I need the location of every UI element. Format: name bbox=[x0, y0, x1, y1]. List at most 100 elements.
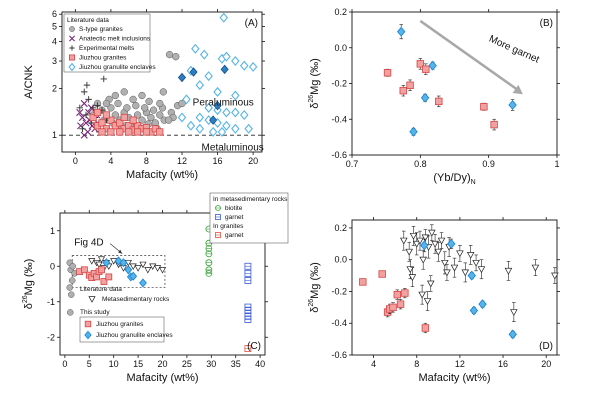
y-tick-label: 0 bbox=[50, 261, 55, 271]
data-point bbox=[76, 108, 84, 117]
data-point bbox=[189, 67, 198, 77]
arrow-shaft bbox=[419, 19, 518, 91]
data-point bbox=[510, 309, 518, 317]
data-point bbox=[551, 272, 559, 280]
y-tick-label: -0.2 bbox=[331, 79, 347, 89]
data-point bbox=[383, 69, 392, 77]
data-point bbox=[208, 126, 218, 137]
data-point bbox=[156, 128, 164, 136]
legend-marker bbox=[69, 45, 75, 51]
data-point bbox=[67, 291, 75, 298]
legend-entry: S-type granites bbox=[79, 26, 123, 33]
y-tick-label: 2 bbox=[52, 83, 57, 93]
data-point bbox=[416, 60, 425, 68]
y-axis-label: δ26Mg (‰) bbox=[308, 262, 321, 313]
x-axis-label: (Yb/Dy)N bbox=[433, 172, 475, 186]
data-point bbox=[421, 324, 430, 332]
data-point bbox=[156, 99, 164, 108]
data-point bbox=[120, 113, 128, 122]
data-point bbox=[129, 263, 137, 270]
data-point bbox=[82, 111, 90, 119]
y-tick-label: -0.2 bbox=[331, 286, 347, 296]
data-point bbox=[239, 109, 249, 120]
data-point bbox=[217, 126, 227, 137]
data-point bbox=[98, 119, 106, 127]
data-point bbox=[81, 266, 88, 274]
legend-marker bbox=[68, 62, 76, 72]
y-axis-label: δ26Mg (‰) bbox=[308, 58, 321, 109]
data-point bbox=[418, 291, 426, 299]
data-point bbox=[124, 265, 133, 275]
legend-title: In metasedimentary rocks bbox=[213, 196, 288, 203]
x-axis-label: Mafacity (wt%) bbox=[418, 372, 490, 384]
data-point bbox=[461, 269, 470, 277]
legend-entry: Jiuzhou granites bbox=[96, 321, 144, 328]
data-point bbox=[107, 128, 115, 136]
data-point bbox=[165, 116, 173, 124]
data-point bbox=[443, 269, 451, 277]
data-point bbox=[231, 56, 240, 67]
legend-title: Literature data bbox=[80, 286, 122, 293]
data-point bbox=[213, 100, 222, 111]
data-point bbox=[419, 256, 428, 264]
y-tick-label: -2 bbox=[47, 332, 55, 342]
legend-title: This study bbox=[80, 309, 110, 316]
data-point bbox=[431, 240, 439, 248]
legend-title: Literature data bbox=[67, 17, 109, 24]
x-tick-label: 5 bbox=[87, 359, 92, 369]
x-tick-label: 35 bbox=[231, 359, 241, 369]
x-tick-label: 16 bbox=[498, 359, 508, 369]
data-point bbox=[409, 126, 418, 137]
data-point bbox=[80, 99, 88, 108]
data-point bbox=[100, 278, 108, 285]
data-point bbox=[141, 104, 149, 112]
data-point bbox=[393, 290, 402, 299]
data-point bbox=[177, 112, 187, 123]
y-tick-label: 0.0 bbox=[334, 255, 347, 265]
data-point bbox=[116, 119, 124, 127]
data-point bbox=[154, 265, 162, 272]
data-point bbox=[406, 81, 414, 89]
x-tick-label: 30 bbox=[206, 359, 216, 369]
data-point bbox=[89, 104, 97, 112]
data-point bbox=[172, 53, 180, 61]
data-point bbox=[435, 97, 443, 106]
data-point bbox=[389, 303, 397, 312]
legend-entry: biotite bbox=[225, 205, 243, 212]
data-point bbox=[89, 113, 97, 122]
data-point bbox=[437, 237, 446, 245]
data-point bbox=[145, 97, 153, 106]
data-point bbox=[408, 274, 417, 282]
x-tick-label: 20 bbox=[248, 156, 258, 166]
y-tick-label: -0.6 bbox=[331, 350, 347, 360]
legend-box bbox=[63, 13, 151, 73]
y-tick-label: 5 bbox=[52, 22, 57, 32]
data-point bbox=[93, 108, 102, 117]
data-point bbox=[81, 88, 88, 96]
legend-entry: garnet bbox=[225, 214, 244, 221]
legend-title: In granites bbox=[213, 223, 244, 230]
data-point bbox=[67, 309, 74, 316]
data-point bbox=[142, 128, 151, 136]
data-point bbox=[111, 91, 119, 100]
data-point bbox=[97, 256, 106, 263]
data-point bbox=[114, 99, 122, 108]
data-point bbox=[447, 238, 456, 249]
data-point bbox=[396, 300, 405, 308]
x-tick-label: 4 bbox=[371, 359, 376, 369]
data-point bbox=[129, 271, 138, 281]
data-point bbox=[209, 115, 218, 125]
data-point bbox=[440, 259, 449, 267]
data-point bbox=[220, 64, 229, 75]
data-point bbox=[199, 49, 209, 60]
data-point bbox=[102, 99, 111, 108]
data-point bbox=[248, 61, 258, 72]
data-point bbox=[239, 60, 249, 71]
data-point bbox=[182, 94, 191, 105]
x-tick-label: 25 bbox=[182, 359, 192, 369]
data-point bbox=[416, 237, 424, 245]
legend-marker bbox=[84, 320, 92, 328]
data-point bbox=[107, 104, 115, 112]
data-point bbox=[133, 128, 142, 136]
